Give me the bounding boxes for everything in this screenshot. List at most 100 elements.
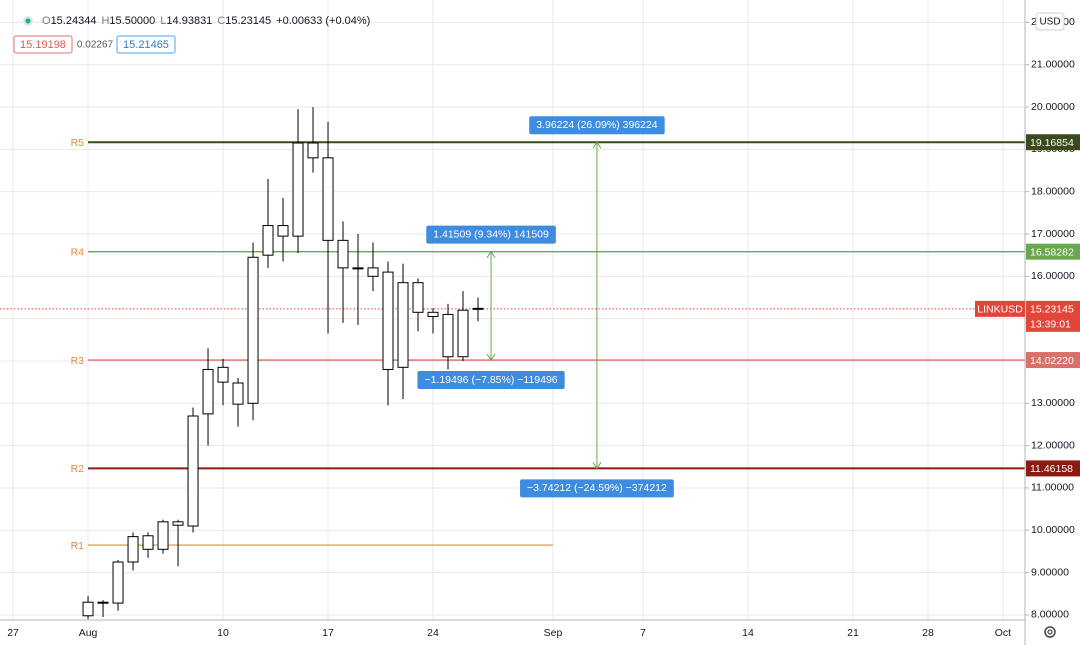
symbol-tag — [975, 300, 1025, 317]
gear[interactable] — [1044, 626, 1056, 638]
candle-body — [292, 142, 304, 237]
arrow-head — [486, 250, 496, 258]
level-tag — [1026, 243, 1080, 260]
y-tick-label: 16.00000 — [1031, 270, 1075, 282]
x-tick-label: Sep — [544, 627, 563, 639]
price-tags: 19.16854 16.58282 14.02220 11.46158 LINKUSD 1… — [975, 134, 1080, 477]
ohlc-value: 15.50000 — [109, 15, 155, 27]
x-tick-label: 17 — [322, 627, 334, 639]
measure-box — [426, 225, 556, 244]
candle-body — [82, 601, 94, 617]
ohlc-line: O15.24344 H15.50000 L14.93831 C15.23145 +0.0… — [42, 15, 370, 27]
ohlc-value: 15.24344 — [51, 15, 97, 27]
arrow-tail — [486, 353, 496, 361]
y-tick-label: 21.00000 — [1031, 58, 1075, 70]
candle-body — [262, 225, 274, 256]
level-tag-label: 11.46158 — [1030, 463, 1073, 475]
level-tag-label: 16.58282 — [1030, 246, 1074, 258]
ask-box — [116, 35, 176, 54]
y-tick-label: 18.00000 — [1031, 185, 1075, 197]
y-tick-label: 13.00000 — [1031, 397, 1075, 409]
gear-hub[interactable] — [1047, 629, 1053, 635]
candle-body — [142, 535, 154, 550]
y-tick-label: 8.00000 — [1031, 609, 1069, 621]
ohlc-label: O — [42, 15, 51, 27]
status-dot — [25, 18, 31, 24]
ohlc-change: +0.00633 (+0.04%) — [276, 15, 370, 27]
level-name: R3 — [71, 355, 85, 367]
bid-box — [13, 35, 73, 54]
x-tick-label: 21 — [847, 627, 859, 639]
candle-body — [187, 415, 199, 527]
candle-body — [247, 256, 259, 404]
level-name: R5 — [71, 137, 85, 149]
arrow-tail — [592, 462, 602, 470]
ask: 15.21465 — [123, 39, 169, 51]
level-name: R2 — [71, 463, 85, 475]
symbol-tag-label: LINKUSD — [977, 304, 1023, 316]
candle-body — [97, 601, 109, 604]
measure-box — [529, 116, 665, 135]
candle-body — [307, 142, 319, 159]
candle-body — [127, 536, 139, 563]
spread: 0.02267 — [77, 40, 114, 51]
y-tick-label: 10.00000 — [1031, 524, 1075, 536]
candle-body — [457, 309, 469, 358]
ohlc-label: C — [217, 15, 225, 27]
candle-body — [472, 307, 484, 310]
candle-body — [202, 368, 214, 415]
ohlc-label: H — [101, 15, 109, 27]
candle-body — [412, 282, 424, 313]
grid — [0, 0, 1025, 620]
candle-body — [232, 382, 244, 405]
measure-box — [520, 479, 674, 498]
candle-body — [277, 225, 289, 237]
level-name: R4 — [71, 246, 85, 258]
candle-body — [397, 282, 409, 368]
candle-body — [217, 366, 229, 383]
countdown-label: 13:39:01 — [1030, 319, 1071, 331]
candle-body — [382, 271, 394, 370]
x-tick-label: 14 — [742, 627, 754, 639]
y-tick-label: 9.00000 — [1031, 566, 1069, 578]
x-tick-label: 10 — [217, 627, 229, 639]
x-tick-label: 24 — [427, 627, 439, 639]
last-tag-label: 15.23145 — [1030, 304, 1074, 316]
x-tick-label: 27 — [7, 627, 19, 639]
arrow-head — [592, 141, 602, 149]
ohlc-label: L — [160, 15, 166, 27]
y-tick-label: 11.00000 — [1031, 482, 1074, 494]
candle-body — [322, 157, 334, 241]
measure-label: −3.74212 (−24.59%) −374212 — [527, 482, 667, 494]
candle-body — [427, 311, 439, 318]
level-tag-label: 19.16854 — [1030, 137, 1074, 149]
x-tick-label: Oct — [995, 627, 1011, 639]
candle-body — [367, 267, 379, 277]
bid: 15.19198 — [20, 39, 66, 51]
currency[interactable]: USD — [1039, 17, 1060, 28]
settings-icon[interactable] — [1044, 626, 1056, 638]
candle-body — [352, 267, 364, 270]
measure-label: 1.41509 (9.34%) 141509 — [433, 228, 549, 240]
candle-body — [172, 521, 184, 526]
header: O15.24344 H15.50000 L14.93831 C15.23145 +0.0… — [13, 15, 370, 54]
level-tag — [1026, 134, 1080, 151]
measure-label: −1.19496 (−7.85%) −119496 — [424, 374, 557, 386]
measure-label: 3.96224 (26.09%) 396224 — [536, 119, 658, 131]
level-tag — [1026, 460, 1080, 477]
x-tick-label: Aug — [79, 627, 98, 639]
currency-box[interactable] — [1035, 12, 1065, 31]
last-tag — [1026, 300, 1080, 332]
candle-body — [112, 561, 124, 604]
level-tag-label: 14.02220 — [1030, 355, 1074, 367]
measure-box — [417, 371, 565, 390]
x-tick-label: 28 — [922, 627, 934, 639]
candle-body — [337, 239, 349, 269]
y-tick-label: 12.00000 — [1031, 439, 1075, 451]
x-tick-label: 7 — [640, 627, 646, 639]
levels: R5 R4 R3 R2 R1 — [0, 137, 1025, 552]
measures: 1.41509 (9.34%) 141509 −1.19496 (−7.85%) … — [417, 116, 674, 498]
candle-body — [442, 313, 454, 358]
ohlc-value: 14.93831 — [166, 15, 212, 27]
